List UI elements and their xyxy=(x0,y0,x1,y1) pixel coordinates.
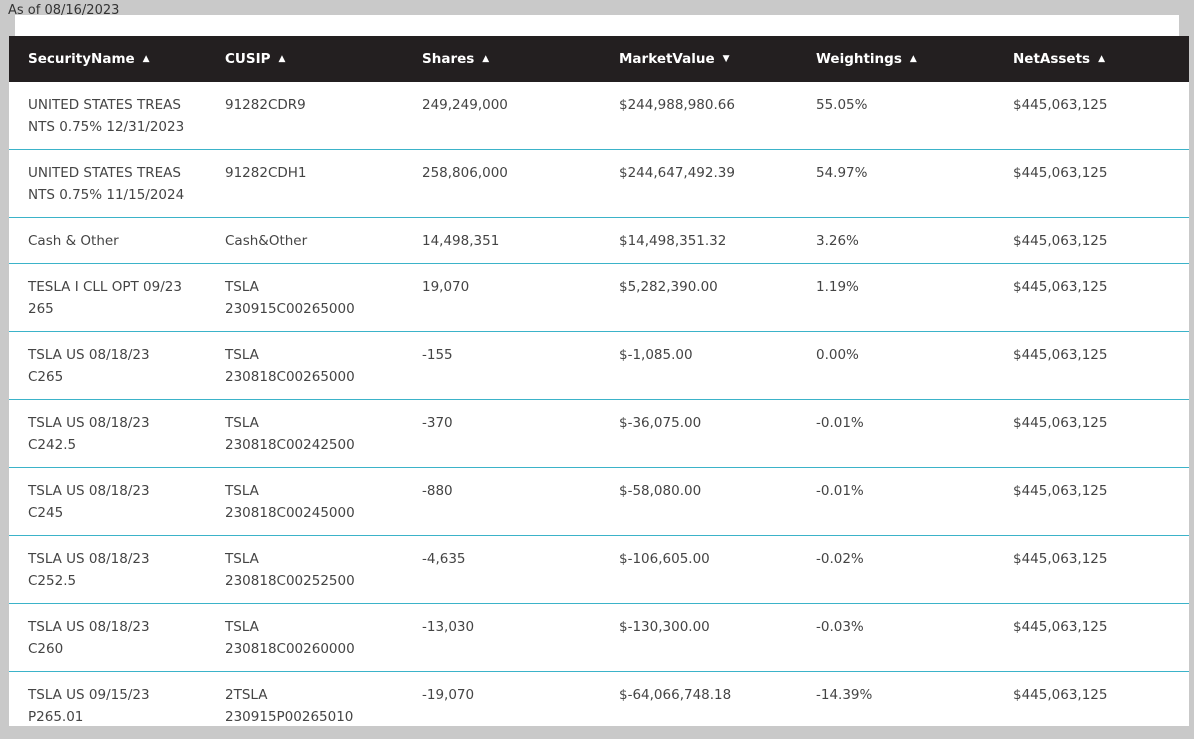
sort-ascending-icon[interactable]: ▲ xyxy=(278,54,286,64)
cell-cusip: TSLA 230818C00242500 xyxy=(225,415,355,453)
cell-market-value: $244,647,492.39 xyxy=(619,165,735,181)
cell-weighting: 1.19% xyxy=(816,279,859,295)
as-of-date: As of 08/16/2023 xyxy=(8,3,120,18)
cell-net-assets: $445,063,125 xyxy=(1013,97,1108,113)
cell-weighting: 3.26% xyxy=(816,233,859,249)
table-row: TSLA US 09/15/23 P265.01 2TSLA 230915P00… xyxy=(9,672,1189,726)
table-row: UNITED STATES TREAS NTS 0.75% 11/15/2024… xyxy=(9,150,1189,218)
cell-security-name: TSLA US 09/15/23 P265.01 xyxy=(28,687,150,725)
sort-ascending-icon[interactable]: ▲ xyxy=(909,54,917,64)
cell-shares: 249,249,000 xyxy=(422,97,508,113)
cell-cusip: 91282CDR9 xyxy=(225,97,306,113)
cell-weighting: -0.02% xyxy=(816,551,864,567)
cell-weighting: 0.00% xyxy=(816,347,859,363)
cell-security-name: TESLA I CLL OPT 09/23 265 xyxy=(28,279,182,317)
sort-descending-icon[interactable]: ▼ xyxy=(722,54,730,64)
cell-market-value: $-1,085.00 xyxy=(619,347,693,363)
table-header: SecurityName ▲ CUSIP ▲ Shares ▲ MarketVa… xyxy=(9,36,1189,82)
holdings-table: SecurityName ▲ CUSIP ▲ Shares ▲ MarketVa… xyxy=(9,36,1189,726)
table-row: TESLA I CLL OPT 09/23 265 TSLA 230915C00… xyxy=(9,264,1189,332)
cell-shares: -19,070 xyxy=(422,687,475,703)
cell-security-name: TSLA US 08/18/23 C252.5 xyxy=(28,551,150,589)
cell-net-assets: $445,063,125 xyxy=(1013,279,1108,295)
cell-cusip: TSLA 230818C00265000 xyxy=(225,347,355,385)
cell-security-name: UNITED STATES TREAS NTS 0.75% 11/15/2024 xyxy=(28,165,185,203)
cell-market-value: $-36,075.00 xyxy=(619,415,702,431)
cell-cusip: 91282CDH1 xyxy=(225,165,307,181)
header-label: CUSIP xyxy=(225,51,271,67)
cell-security-name: Cash & Other xyxy=(28,233,119,249)
cell-shares: -155 xyxy=(422,347,453,363)
cell-cusip: TSLA 230818C00245000 xyxy=(225,483,355,521)
cell-weighting: -0.01% xyxy=(816,483,864,499)
cell-security-name: TSLA US 08/18/23 C245 xyxy=(28,483,150,521)
header-label: Weightings xyxy=(816,51,902,67)
cell-cusip: 2TSLA 230915P00265010 xyxy=(225,687,354,725)
cell-weighting: 55.05% xyxy=(816,97,868,113)
cell-cusip: TSLA 230818C00260000 xyxy=(225,619,355,657)
cell-cusip: TSLA 230818C00252500 xyxy=(225,551,355,589)
table-row: TSLA US 08/18/23 C260 TSLA 230818C002600… xyxy=(9,604,1189,672)
sort-ascending-icon[interactable]: ▲ xyxy=(142,54,150,64)
cell-shares: 258,806,000 xyxy=(422,165,508,181)
cell-security-name: UNITED STATES TREAS NTS 0.75% 12/31/2023 xyxy=(28,97,185,135)
cell-market-value: $-130,300.00 xyxy=(619,619,710,635)
cell-net-assets: $445,063,125 xyxy=(1013,347,1108,363)
cell-security-name: TSLA US 08/18/23 C265 xyxy=(28,347,150,385)
header-cusip[interactable]: CUSIP ▲ xyxy=(206,51,403,67)
table-row: TSLA US 08/18/23 C252.5 TSLA 230818C0025… xyxy=(9,536,1189,604)
cell-shares: -4,635 xyxy=(422,551,466,567)
table-row: TSLA US 08/18/23 C245 TSLA 230818C002450… xyxy=(9,468,1189,536)
cell-security-name: TSLA US 08/18/23 C242.5 xyxy=(28,415,150,453)
cell-market-value: $-58,080.00 xyxy=(619,483,702,499)
header-label: NetAssets xyxy=(1013,51,1091,67)
cell-net-assets: $445,063,125 xyxy=(1013,619,1108,635)
cell-market-value: $5,282,390.00 xyxy=(619,279,718,295)
cell-net-assets: $445,063,125 xyxy=(1013,551,1108,567)
cell-shares: -13,030 xyxy=(422,619,475,635)
header-net-assets[interactable]: NetAssets ▲ xyxy=(994,51,1189,67)
cell-security-name: TSLA US 08/18/23 C260 xyxy=(28,619,150,657)
sort-ascending-icon[interactable]: ▲ xyxy=(482,54,490,64)
header-shares[interactable]: Shares ▲ xyxy=(403,51,600,67)
cell-net-assets: $445,063,125 xyxy=(1013,165,1108,181)
header-label: Shares xyxy=(422,51,475,67)
cell-net-assets: $445,063,125 xyxy=(1013,687,1108,703)
cell-weighting: -0.01% xyxy=(816,415,864,431)
cell-weighting: 54.97% xyxy=(816,165,868,181)
cell-market-value: $244,988,980.66 xyxy=(619,97,735,113)
cell-net-assets: $445,063,125 xyxy=(1013,233,1108,249)
cell-shares: 14,498,351 xyxy=(422,233,500,249)
cell-market-value: $-64,066,748.18 xyxy=(619,687,732,703)
cell-weighting: -0.03% xyxy=(816,619,864,635)
header-security-name[interactable]: SecurityName ▲ xyxy=(9,51,206,67)
cell-market-value: $-106,605.00 xyxy=(619,551,710,567)
header-label: MarketValue xyxy=(619,51,715,67)
sort-ascending-icon[interactable]: ▲ xyxy=(1098,54,1105,64)
table-row: Cash & Other Cash&Other 14,498,351 $14,4… xyxy=(9,218,1189,264)
table-row: TSLA US 08/18/23 C242.5 TSLA 230818C0024… xyxy=(9,400,1189,468)
cell-net-assets: $445,063,125 xyxy=(1013,483,1108,499)
header-market-value[interactable]: MarketValue ▼ xyxy=(600,51,797,67)
cell-market-value: $14,498,351.32 xyxy=(619,233,727,249)
cell-shares: -880 xyxy=(422,483,453,499)
table-row: TSLA US 08/18/23 C265 TSLA 230818C002650… xyxy=(9,332,1189,400)
cell-shares: 19,070 xyxy=(422,279,470,295)
table-row: UNITED STATES TREAS NTS 0.75% 12/31/2023… xyxy=(9,82,1189,150)
cell-cusip: TSLA 230915C00265000 xyxy=(225,279,355,317)
cell-cusip: Cash&Other xyxy=(225,233,308,249)
header-label: SecurityName xyxy=(28,51,135,67)
cell-weighting: -14.39% xyxy=(816,687,873,703)
header-weightings[interactable]: Weightings ▲ xyxy=(797,51,994,67)
cell-net-assets: $445,063,125 xyxy=(1013,415,1108,431)
cell-shares: -370 xyxy=(422,415,453,431)
